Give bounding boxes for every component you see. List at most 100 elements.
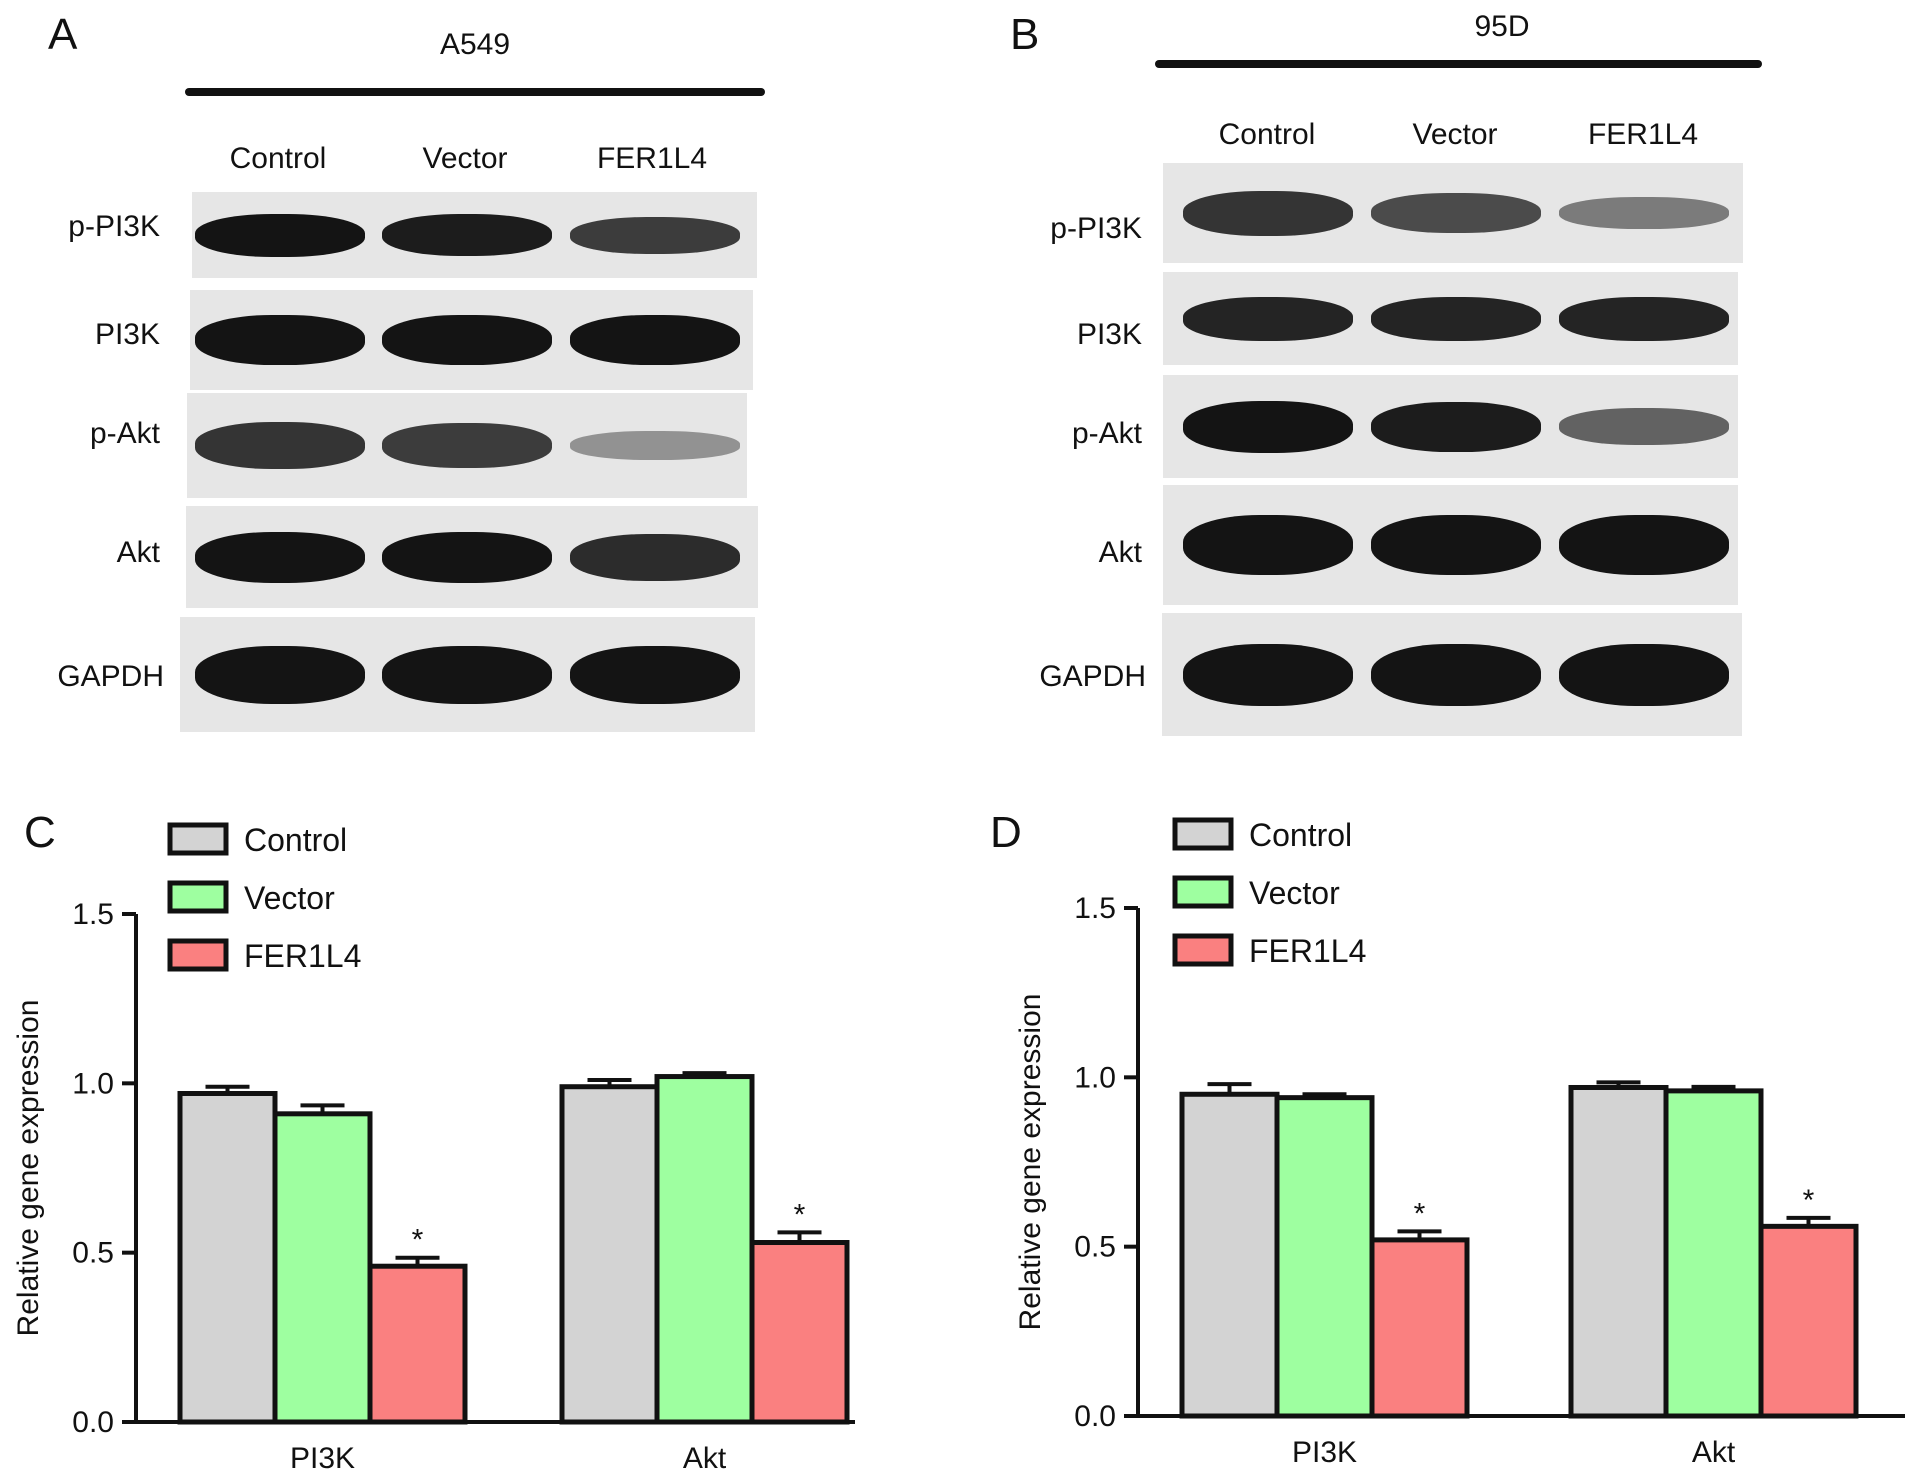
bar-vector [654, 1074, 755, 1425]
blot-band [382, 532, 552, 583]
blot-band [1371, 193, 1541, 233]
lane-label-vector-b: Vector [1412, 118, 1498, 151]
panel-letter-a: A [48, 10, 78, 59]
protein-label-gapdh-a: GAPDH [57, 660, 164, 693]
lane-label-control-a: Control [229, 142, 327, 175]
blot-band [1183, 515, 1353, 575]
y-tick-label: 0.0 [72, 1406, 114, 1439]
x-tick-label: PI3K [1292, 1436, 1357, 1469]
cell-line-bar-a549 [185, 88, 765, 96]
significance-marker: * [1803, 1184, 1815, 1217]
blot-strip-akt-b [1163, 485, 1738, 605]
x-tick-label: PI3K [290, 1442, 355, 1474]
blot-band [1371, 644, 1541, 706]
y-axis-label: Relative gene expression [1014, 994, 1047, 1331]
cell-line-bar-95d [1155, 60, 1762, 68]
blot-strip-akt-a [186, 506, 758, 608]
lane-label-fer1l4-b: FER1L4 [1587, 118, 1699, 151]
chart-c: 0.0 0.5 1.0 1.5 Relative gene expression * PI3… [12, 822, 855, 1474]
bar-fer1l4 [1758, 1223, 1859, 1419]
legend-label-fer1l4: FER1L4 [1249, 933, 1366, 969]
blot-band [1371, 297, 1541, 341]
cell-line-title-95d: 95D [1474, 10, 1530, 43]
legend-label-control: Control [244, 822, 347, 858]
protein-label-akt-b: Akt [1098, 536, 1142, 569]
blot-band [1559, 644, 1729, 706]
y-tick-label: 0.5 [72, 1237, 114, 1270]
protein-label-gapdh-b: GAPDH [1039, 660, 1146, 693]
blot-band [570, 534, 740, 581]
blot-band [1183, 297, 1353, 341]
bar-fer1l4 [749, 1240, 850, 1425]
bar-control [1568, 1084, 1669, 1419]
legend-swatch-control [167, 822, 229, 856]
blot-band [382, 315, 552, 365]
bar-control [559, 1084, 660, 1425]
protein-label-pi3k-b: PI3K [1076, 318, 1142, 351]
blot-band [1559, 515, 1729, 575]
blot-band [1559, 197, 1729, 229]
panel-letter-b: B [1010, 10, 1040, 59]
bar-fer1l4 [1369, 1237, 1470, 1419]
legend-swatch-fer1l4 [1172, 933, 1234, 967]
x-tick-label: Akt [1692, 1436, 1736, 1469]
blot-strip-gapdh-a [180, 617, 755, 732]
blot-strip-p-akt-a [187, 393, 747, 498]
lane-label-fer1l4-a: FER1L4 [596, 142, 708, 175]
blot-band [195, 532, 365, 583]
legend-swatch-fer1l4 [167, 938, 229, 972]
blot-band [1183, 401, 1353, 453]
bar-control [1179, 1091, 1280, 1419]
protein-label-p-akt-b: p-Akt [1071, 417, 1142, 450]
blot-strip-pi3k-a [190, 290, 753, 390]
blot-band [195, 422, 365, 469]
bar-vector [272, 1111, 373, 1425]
y-tick-label: 1.0 [72, 1067, 114, 1100]
significance-marker: * [1414, 1197, 1426, 1230]
blot-strip-gapdh-b [1162, 613, 1742, 736]
legend-label-control: Control [1249, 817, 1352, 853]
blot-band [570, 646, 740, 704]
legend-label-vector: Vector [244, 880, 335, 916]
bar-fer1l4 [367, 1263, 468, 1425]
blot-band [570, 315, 740, 365]
legend-label-fer1l4: FER1L4 [244, 938, 361, 974]
protein-label-akt-a: Akt [116, 536, 160, 569]
blot-band [1183, 191, 1353, 236]
blot-strip-p-akt-b [1163, 375, 1738, 478]
protein-label-p-pi3k-a: p-PI3K [68, 210, 160, 243]
blot-band [382, 646, 552, 704]
y-tick-label: 1.0 [1074, 1061, 1116, 1094]
y-axis-label: Relative gene expression [12, 1000, 45, 1337]
legend-swatch-vector [167, 880, 229, 914]
chart-d: 0.0 0.5 1.0 1.5 Relative gene expression * PI3… [1014, 817, 1905, 1469]
bar-vector [1663, 1088, 1764, 1419]
panel-letter-d: D [990, 808, 1022, 857]
protein-label-pi3k-a: PI3K [94, 318, 160, 351]
bar-vector [1274, 1095, 1375, 1419]
blot-band [1559, 408, 1729, 445]
lane-label-control-b: Control [1218, 118, 1316, 151]
blot-band [382, 423, 552, 468]
blot-band [382, 214, 552, 256]
blot-band [1371, 402, 1541, 452]
x-tick-label: Akt [683, 1442, 727, 1474]
y-tick-label: 0.5 [1074, 1231, 1116, 1264]
lane-label-vector-a: Vector [422, 142, 508, 175]
protein-label-p-pi3k-b: p-PI3K [1050, 212, 1142, 245]
blot-band [570, 431, 740, 460]
significance-marker: * [794, 1198, 806, 1231]
blot-band [570, 217, 740, 254]
blot-strip-p-pi3k-b [1163, 163, 1743, 263]
significance-marker: * [412, 1224, 424, 1257]
blot-strip-p-pi3k-a [192, 192, 757, 278]
y-tick-label: 1.5 [72, 898, 114, 931]
protein-label-p-akt-a: p-Akt [89, 417, 160, 450]
blot-strip-pi3k-b [1163, 272, 1738, 365]
blot-band [195, 646, 365, 704]
legend-swatch-control [1172, 817, 1234, 851]
bar-control [177, 1090, 278, 1425]
panel-letter-c: C [24, 808, 56, 857]
cell-line-title-a549: A549 [439, 28, 511, 61]
